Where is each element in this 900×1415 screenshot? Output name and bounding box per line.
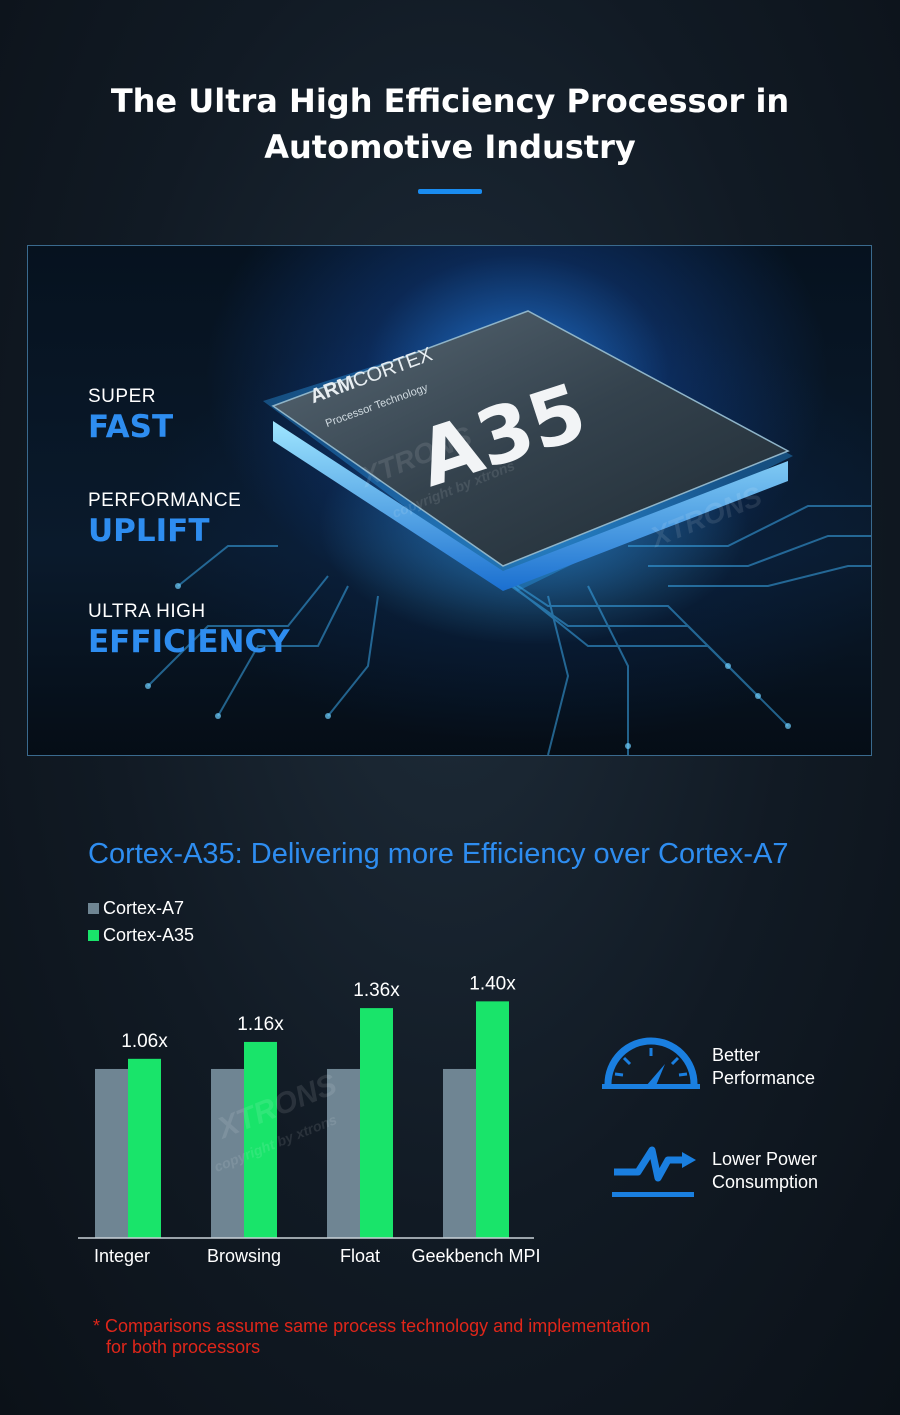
side-label-line-2: Performance [712,1068,816,1088]
feature-ultra-high-efficiency: ULTRA HIGH EFFICIENCY [88,601,290,661]
legend-item-cortex-a35: Cortex-A35 [88,925,194,946]
chart-title: Cortex-A35: Delivering more Efficiency o… [88,838,789,870]
bar-cortex-a7 [95,1068,128,1238]
x-tick-label: Browsing [207,1246,281,1266]
side-label-line-2: Consumption [712,1172,819,1192]
title-line-1: The Ultra High Efficiency Processor in [110,82,790,120]
bar-cortex-a35 [128,1058,161,1238]
bar-cortex-a7 [443,1068,476,1238]
lightning-icon [612,1146,696,1197]
feature-big-label: EFFICIENCY [88,624,290,660]
feature-super-fast: SUPER FAST [88,386,173,446]
legend-label: Cortex-A7 [103,898,185,918]
bar-cortex-a7 [327,1068,360,1238]
feature-small-label: SUPER [88,386,156,407]
hero-banner: XTRONS copyright by xtrons XTRONS ARMCOR… [27,245,872,756]
feature-performance-uplift: PERFORMANCE UPLIFT [88,490,241,550]
feature-big-label: UPLIFT [88,513,210,549]
legend-label: Cortex-A35 [103,925,195,945]
circuit-board-illustration [145,310,871,755]
side-label-lower-power: Lower Power Consumption [712,1148,818,1194]
data-label: 1.40x [469,973,516,994]
legend-swatch [88,903,99,914]
bar-cortex-a35 [360,1008,393,1238]
bar-cortex-a35 [244,1041,277,1238]
bar-chart: 1.06x Integer 1.16x Browsing 1.36x Float 1.40x… [78,973,541,1266]
footnote-line-2: for both processors [106,1337,261,1357]
feature-small-label: PERFORMANCE [88,490,242,511]
bar-cortex-a7 [211,1068,244,1238]
legend-swatch [88,930,99,941]
feature-small-label: ULTRA HIGH [88,601,206,622]
speedometer-icon [602,1037,700,1089]
x-tick-label: Geekbench MPI [411,1246,540,1266]
data-label: 1.36x [353,980,400,1001]
page-title: The Ultra High Efficiency Processor in A… [0,78,900,170]
footnote: * Comparisons assume same process techno… [93,1316,650,1358]
footnote-line-1: * Comparisons assume same process techno… [93,1316,651,1336]
title-line-2: Automotive Industry [264,128,636,166]
x-tick-label: Float [340,1246,380,1266]
x-tick-label: Integer [94,1246,150,1266]
side-label-better-performance: Better Performance [712,1044,815,1090]
feature-big-label: FAST [88,409,174,445]
side-label-line-1: Lower Power [712,1149,818,1169]
side-label-line-1: Better [712,1045,761,1065]
data-label: 1.06x [121,1031,168,1052]
legend-item-cortex-a7: Cortex-A7 [88,898,184,919]
bar-cortex-a35 [476,1001,509,1238]
data-label: 1.16x [237,1014,284,1035]
title-underline [418,189,482,194]
